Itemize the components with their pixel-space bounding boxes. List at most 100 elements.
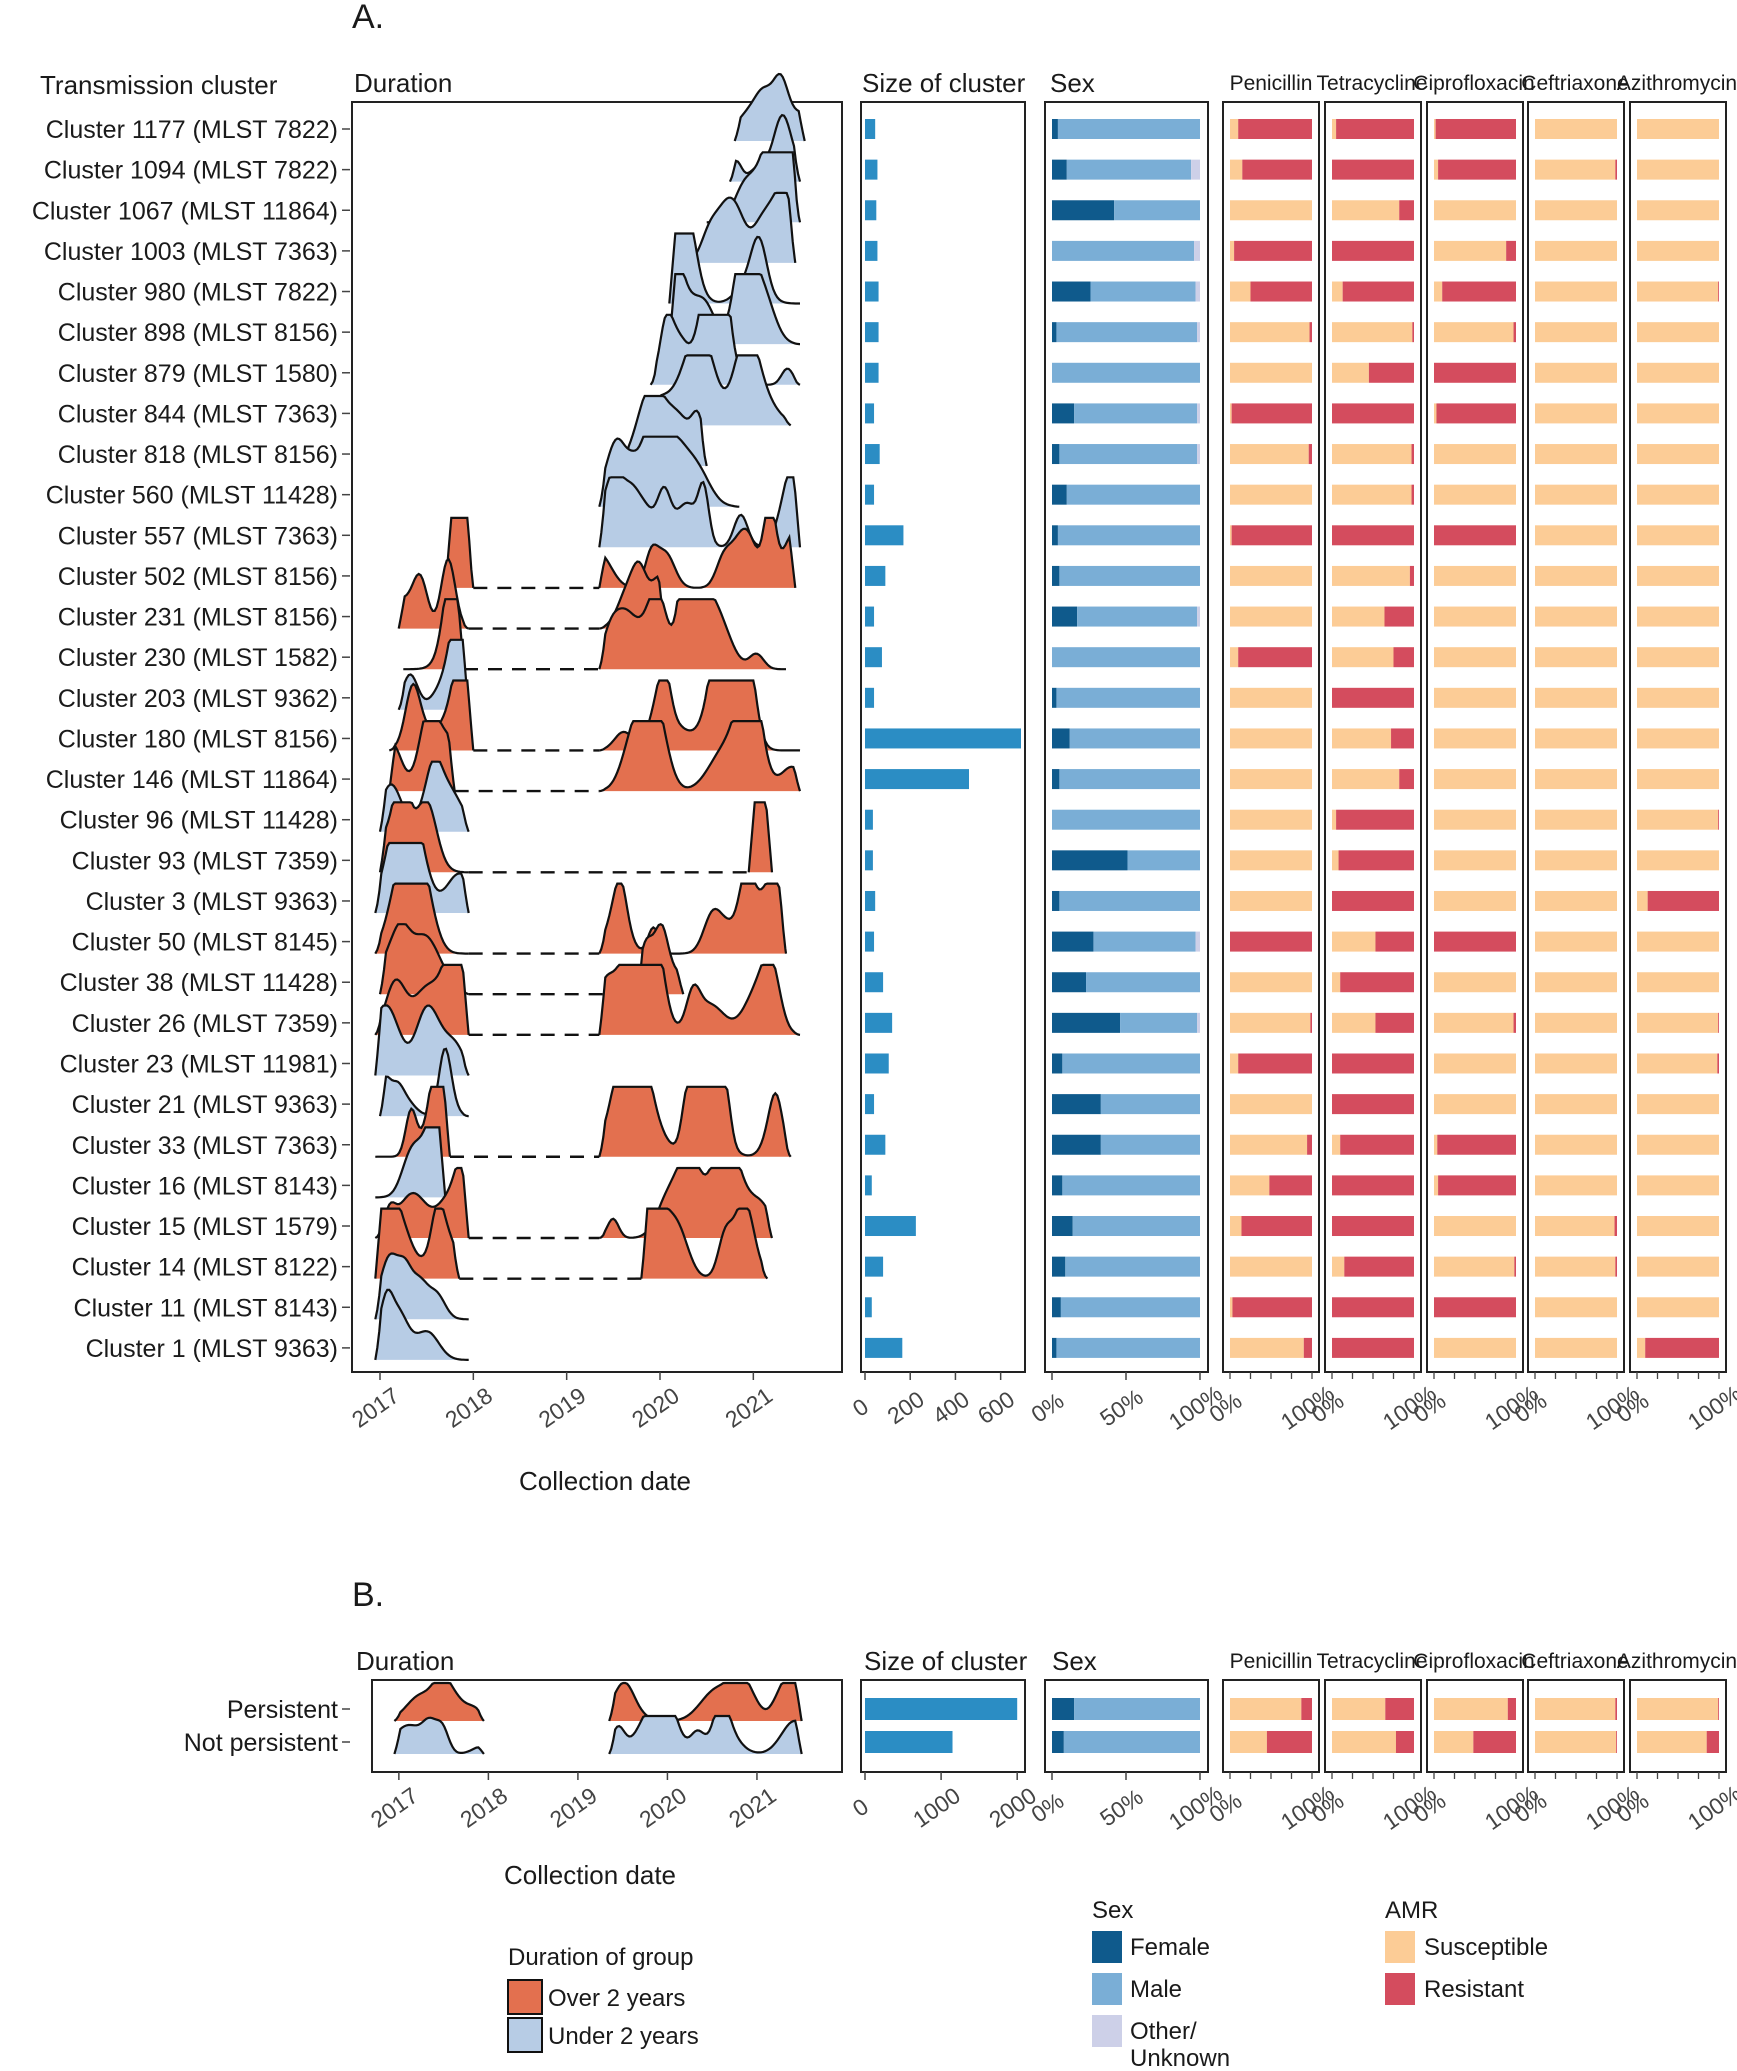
- sex-other-bar: [1197, 444, 1200, 465]
- tetracycline-resistant-bar: [1336, 809, 1414, 830]
- azithromycin-susceptible-bar: [1637, 1731, 1707, 1753]
- azithromycin-susceptible-bar: [1637, 484, 1719, 505]
- table-row: Cluster 146 (MLST 11864): [46, 720, 1719, 794]
- row-label: Cluster 23 (MLST 11981): [60, 1050, 338, 1078]
- penicillin-resistant-bar: [1231, 525, 1312, 546]
- tetracycline-resistant-bar: [1332, 159, 1414, 180]
- penicillin-susceptible-bar: [1230, 809, 1312, 830]
- row-label: Cluster 15 (MLST 1579): [72, 1213, 338, 1241]
- penicillin-susceptible-bar: [1230, 890, 1312, 911]
- sex-male-bar: [1100, 1094, 1200, 1115]
- penicillin-susceptible-bar: [1230, 362, 1312, 383]
- row-label: Cluster 38 (MLST 11428): [60, 969, 338, 997]
- tetracycline-resistant-bar: [1332, 403, 1414, 424]
- ciprofloxacin-susceptible-bar: [1434, 1216, 1516, 1237]
- ridge-fill: [609, 1683, 802, 1721]
- sex-male-bar: [1114, 200, 1200, 221]
- sex-male-bar: [1056, 1337, 1200, 1358]
- sex-female-bar: [1052, 1337, 1057, 1358]
- ridge-line: [374, 882, 469, 955]
- penicillin-susceptible-bar: [1230, 647, 1239, 668]
- penicillin-resistant-bar: [1303, 1337, 1312, 1358]
- row-label: Cluster 898 (MLST 8156): [58, 319, 338, 347]
- duration-header: Duration: [354, 68, 452, 98]
- ceftriaxone-susceptible-bar: [1535, 1175, 1617, 1196]
- tetracycline-susceptible-bar: [1332, 809, 1337, 830]
- legend-item-unknown: Unknown: [1130, 2045, 1230, 2071]
- ridge-line: [598, 963, 801, 1036]
- penicillin-susceptible-bar: [1230, 1134, 1308, 1155]
- panel-a-label: A.: [352, 0, 384, 36]
- penicillin-susceptible-bar: [1230, 606, 1312, 627]
- table-row: Cluster 231 (MLST 8156): [58, 557, 1719, 632]
- size-bar: [865, 972, 884, 993]
- ceftriaxone-susceptible-bar: [1535, 850, 1617, 871]
- tetracycline-susceptible-bar: [1332, 484, 1412, 505]
- row-label: Cluster 50 (MLST 8145): [72, 929, 338, 957]
- ceftriaxone-resistant-bar: [1615, 1256, 1617, 1277]
- duration-tick-label: 2018: [440, 1382, 497, 1433]
- row-label: Cluster 879 (MLST 1580): [58, 360, 338, 388]
- legend-sex: Sex Female Male Other/ Unknown: [1092, 1897, 1230, 2071]
- azithromycin-susceptible-bar: [1637, 322, 1719, 343]
- ridge-line: [599, 720, 802, 793]
- sex-female-bar: [1052, 444, 1060, 465]
- ceftriaxone-susceptible-bar: [1535, 565, 1617, 586]
- sex-female-bar: [1052, 728, 1070, 749]
- azithromycin-frame: [1629, 1679, 1727, 1773]
- size-bar: [865, 850, 873, 871]
- penicillin-frame: [1222, 1679, 1320, 1773]
- sex-male-bar: [1059, 444, 1198, 465]
- sex-female-bar: [1052, 1731, 1064, 1753]
- duration-tick-label: 2019: [534, 1382, 591, 1433]
- tetracycline-resistant-bar: [1399, 769, 1414, 790]
- ridge-fill: [655, 355, 791, 426]
- penicillin-susceptible-bar: [1230, 850, 1312, 871]
- row-label: Cluster 560 (MLST 11428): [46, 482, 338, 510]
- sex-female-bar: [1052, 687, 1057, 708]
- ridge-fill: [375, 1127, 446, 1198]
- row-label: Cluster 980 (MLST 7822): [58, 279, 338, 307]
- ciprofloxacin-susceptible-bar: [1434, 1256, 1515, 1277]
- ciprofloxacin-resistant-bar: [1434, 931, 1516, 952]
- tetracycline-resistant-bar: [1340, 1134, 1414, 1155]
- ridge-fill: [389, 680, 474, 751]
- sex-female-bar: [1052, 1216, 1073, 1237]
- legend-item-over2: Over 2 years: [548, 1985, 685, 2012]
- sex-female-bar: [1052, 200, 1115, 221]
- azithromycin-susceptible-bar: [1637, 606, 1719, 627]
- ceftriaxone-susceptible-bar: [1535, 1698, 1616, 1720]
- azithromycin-susceptible-bar: [1637, 728, 1719, 749]
- sex-male-bar: [1090, 281, 1196, 302]
- table-row: Cluster 16 (MLST 8143): [72, 1126, 1719, 1200]
- ciprofloxacin-resistant-bar: [1514, 1256, 1516, 1277]
- ceftriaxone-susceptible-bar: [1535, 1216, 1615, 1237]
- penicillin-susceptible-bar: [1230, 159, 1243, 180]
- sex-female-bar: [1052, 1297, 1061, 1318]
- size-bar: [865, 890, 876, 911]
- sex-female-bar: [1052, 972, 1087, 993]
- ridge-line: [397, 638, 470, 711]
- size-bar: [865, 1337, 903, 1358]
- ciprofloxacin-resistant-bar: [1436, 403, 1516, 424]
- ridge-line: [378, 760, 470, 833]
- tetracycline-resistant-bar: [1336, 119, 1414, 139]
- ridge-line: [640, 1207, 769, 1280]
- ridge-fill: [599, 964, 800, 1035]
- tetracycline-frame: [1324, 1679, 1422, 1773]
- penicillin-resistant-bar: [1232, 1297, 1312, 1318]
- sex-male-bar: [1086, 972, 1200, 993]
- azithromycin-resistant-bar: [1647, 890, 1719, 911]
- size-bar: [865, 1256, 884, 1277]
- panel-a: A. Transmission cluster Duration Size of…: [40, 0, 1737, 1496]
- azithromycin-susceptible-bar: [1637, 890, 1648, 911]
- azithromycin-resistant-bar: [1717, 1053, 1719, 1074]
- ridge-line: [733, 72, 806, 142]
- legend-item-female: Female: [1130, 1934, 1210, 1961]
- ceftriaxone-susceptible-bar: [1535, 1134, 1617, 1155]
- penicillin-susceptible-bar: [1230, 1698, 1302, 1720]
- azithromycin-susceptible-bar: [1637, 1216, 1719, 1237]
- table-row: Cluster 14 (MLST 8122): [72, 1207, 1719, 1282]
- ceftriaxone-susceptible-bar: [1535, 484, 1617, 505]
